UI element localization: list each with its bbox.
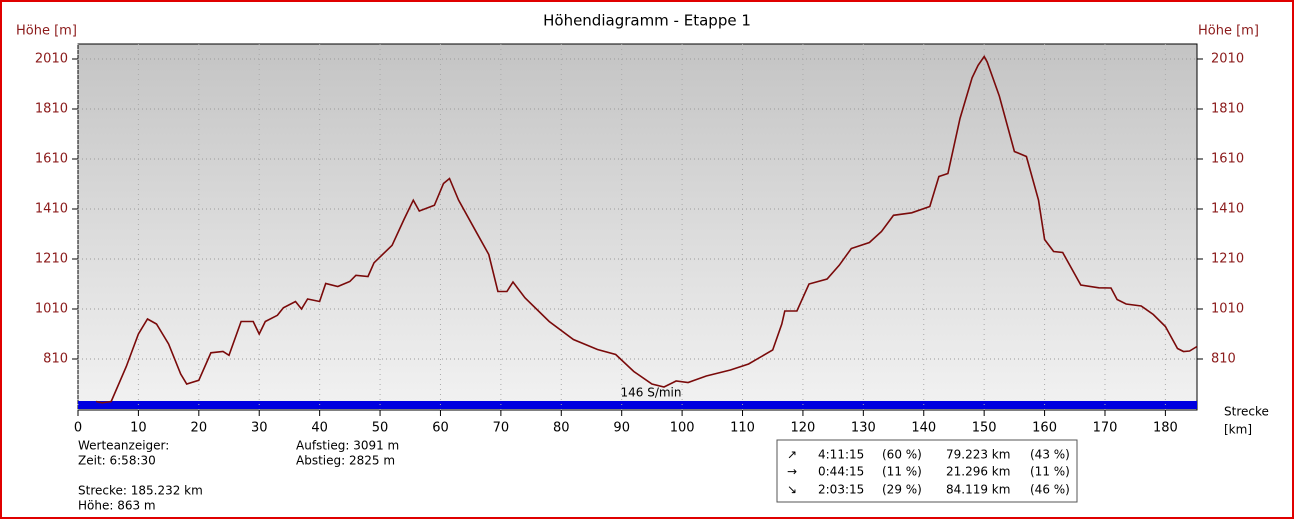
x-tick-label: 140 [911, 421, 936, 436]
stats-cell: ↘ [787, 483, 797, 497]
y-tick-label: 1010 [35, 302, 68, 317]
stats-cell: (46 %) [1030, 483, 1070, 497]
x-tick-label: 100 [670, 421, 695, 436]
x-tick-label: 40 [311, 421, 328, 436]
x-tick-label: 20 [191, 421, 208, 436]
y-tick-label: 810 [43, 352, 68, 367]
stats-cell: (43 %) [1030, 448, 1070, 462]
stats-cell: 84.119 km [946, 483, 1010, 497]
x-axis-label: [km] [1224, 423, 1252, 437]
y2-tick-label: 2010 [1211, 52, 1244, 67]
y-tick-label: 1810 [35, 102, 68, 117]
x-tick-label: 70 [493, 421, 510, 436]
y2-axis-label: Höhe [m] [1198, 24, 1259, 39]
x-tick-label: 60 [432, 421, 449, 436]
y2-tick-label: 1410 [1211, 202, 1244, 217]
plot-area [77, 43, 1198, 411]
y2-tick-label: 1210 [1211, 252, 1244, 267]
stats-cell: (11 %) [1030, 465, 1070, 479]
x-axis-label: Strecke [1224, 405, 1269, 419]
info: Höhe: 863 m [78, 499, 156, 513]
x-tick-label: 50 [372, 421, 389, 436]
y-tick-label: 1610 [35, 152, 68, 167]
stats-cell: 2:03:15 [818, 483, 864, 497]
y2-tick-label: 1010 [1211, 302, 1244, 317]
info: Zeit: 6:58:30 [78, 454, 156, 468]
info: Werteanzeiger: [78, 439, 169, 453]
stats-cell: 79.223 km [946, 448, 1010, 462]
x-tick-label: 150 [972, 421, 997, 436]
stats-box [776, 439, 1078, 503]
stats-cell: → [787, 465, 797, 479]
x-tick-label: 80 [553, 421, 570, 436]
y-axis-label: Höhe [m] [16, 24, 77, 39]
x-tick-label: 130 [851, 421, 876, 436]
speed-band [78, 401, 1197, 409]
y2-tick-label: 1610 [1211, 152, 1244, 167]
y2-tick-label: 1810 [1211, 102, 1244, 117]
chart-title: Höhendiagramm - Etappe 1 [543, 12, 751, 30]
x-tick-label: 160 [1032, 421, 1057, 436]
x-tick-label: 10 [130, 421, 147, 436]
x-tick-label: 120 [791, 421, 816, 436]
y-tick-label: 2010 [35, 52, 68, 67]
x-tick-label: 0 [74, 421, 82, 436]
stats-cell: 4:11:15 [818, 448, 864, 462]
annotation: 146 S/min [620, 386, 681, 400]
stats-cell: (29 %) [882, 483, 922, 497]
stats-cell: (60 %) [882, 448, 922, 462]
x-tick-label: 90 [613, 421, 630, 436]
x-tick-label: 110 [730, 421, 755, 436]
info: Strecke: 185.232 km [78, 484, 203, 498]
x-tick-label: 30 [251, 421, 268, 436]
info: Abstieg: 2825 m [296, 454, 395, 468]
stats-cell: 21.296 km [946, 465, 1010, 479]
stats-cell: 0:44:15 [818, 465, 864, 479]
y-tick-label: 1210 [35, 252, 68, 267]
info: Aufstieg: 3091 m [296, 439, 399, 453]
x-tick-label: 180 [1153, 421, 1178, 436]
stats-cell: (11 %) [882, 465, 922, 479]
x-tick-label: 170 [1093, 421, 1118, 436]
stats-cell: ↗ [787, 448, 797, 462]
y2-tick-label: 810 [1211, 352, 1236, 367]
y-tick-label: 1410 [35, 202, 68, 217]
elevation-line [95, 54, 1198, 404]
